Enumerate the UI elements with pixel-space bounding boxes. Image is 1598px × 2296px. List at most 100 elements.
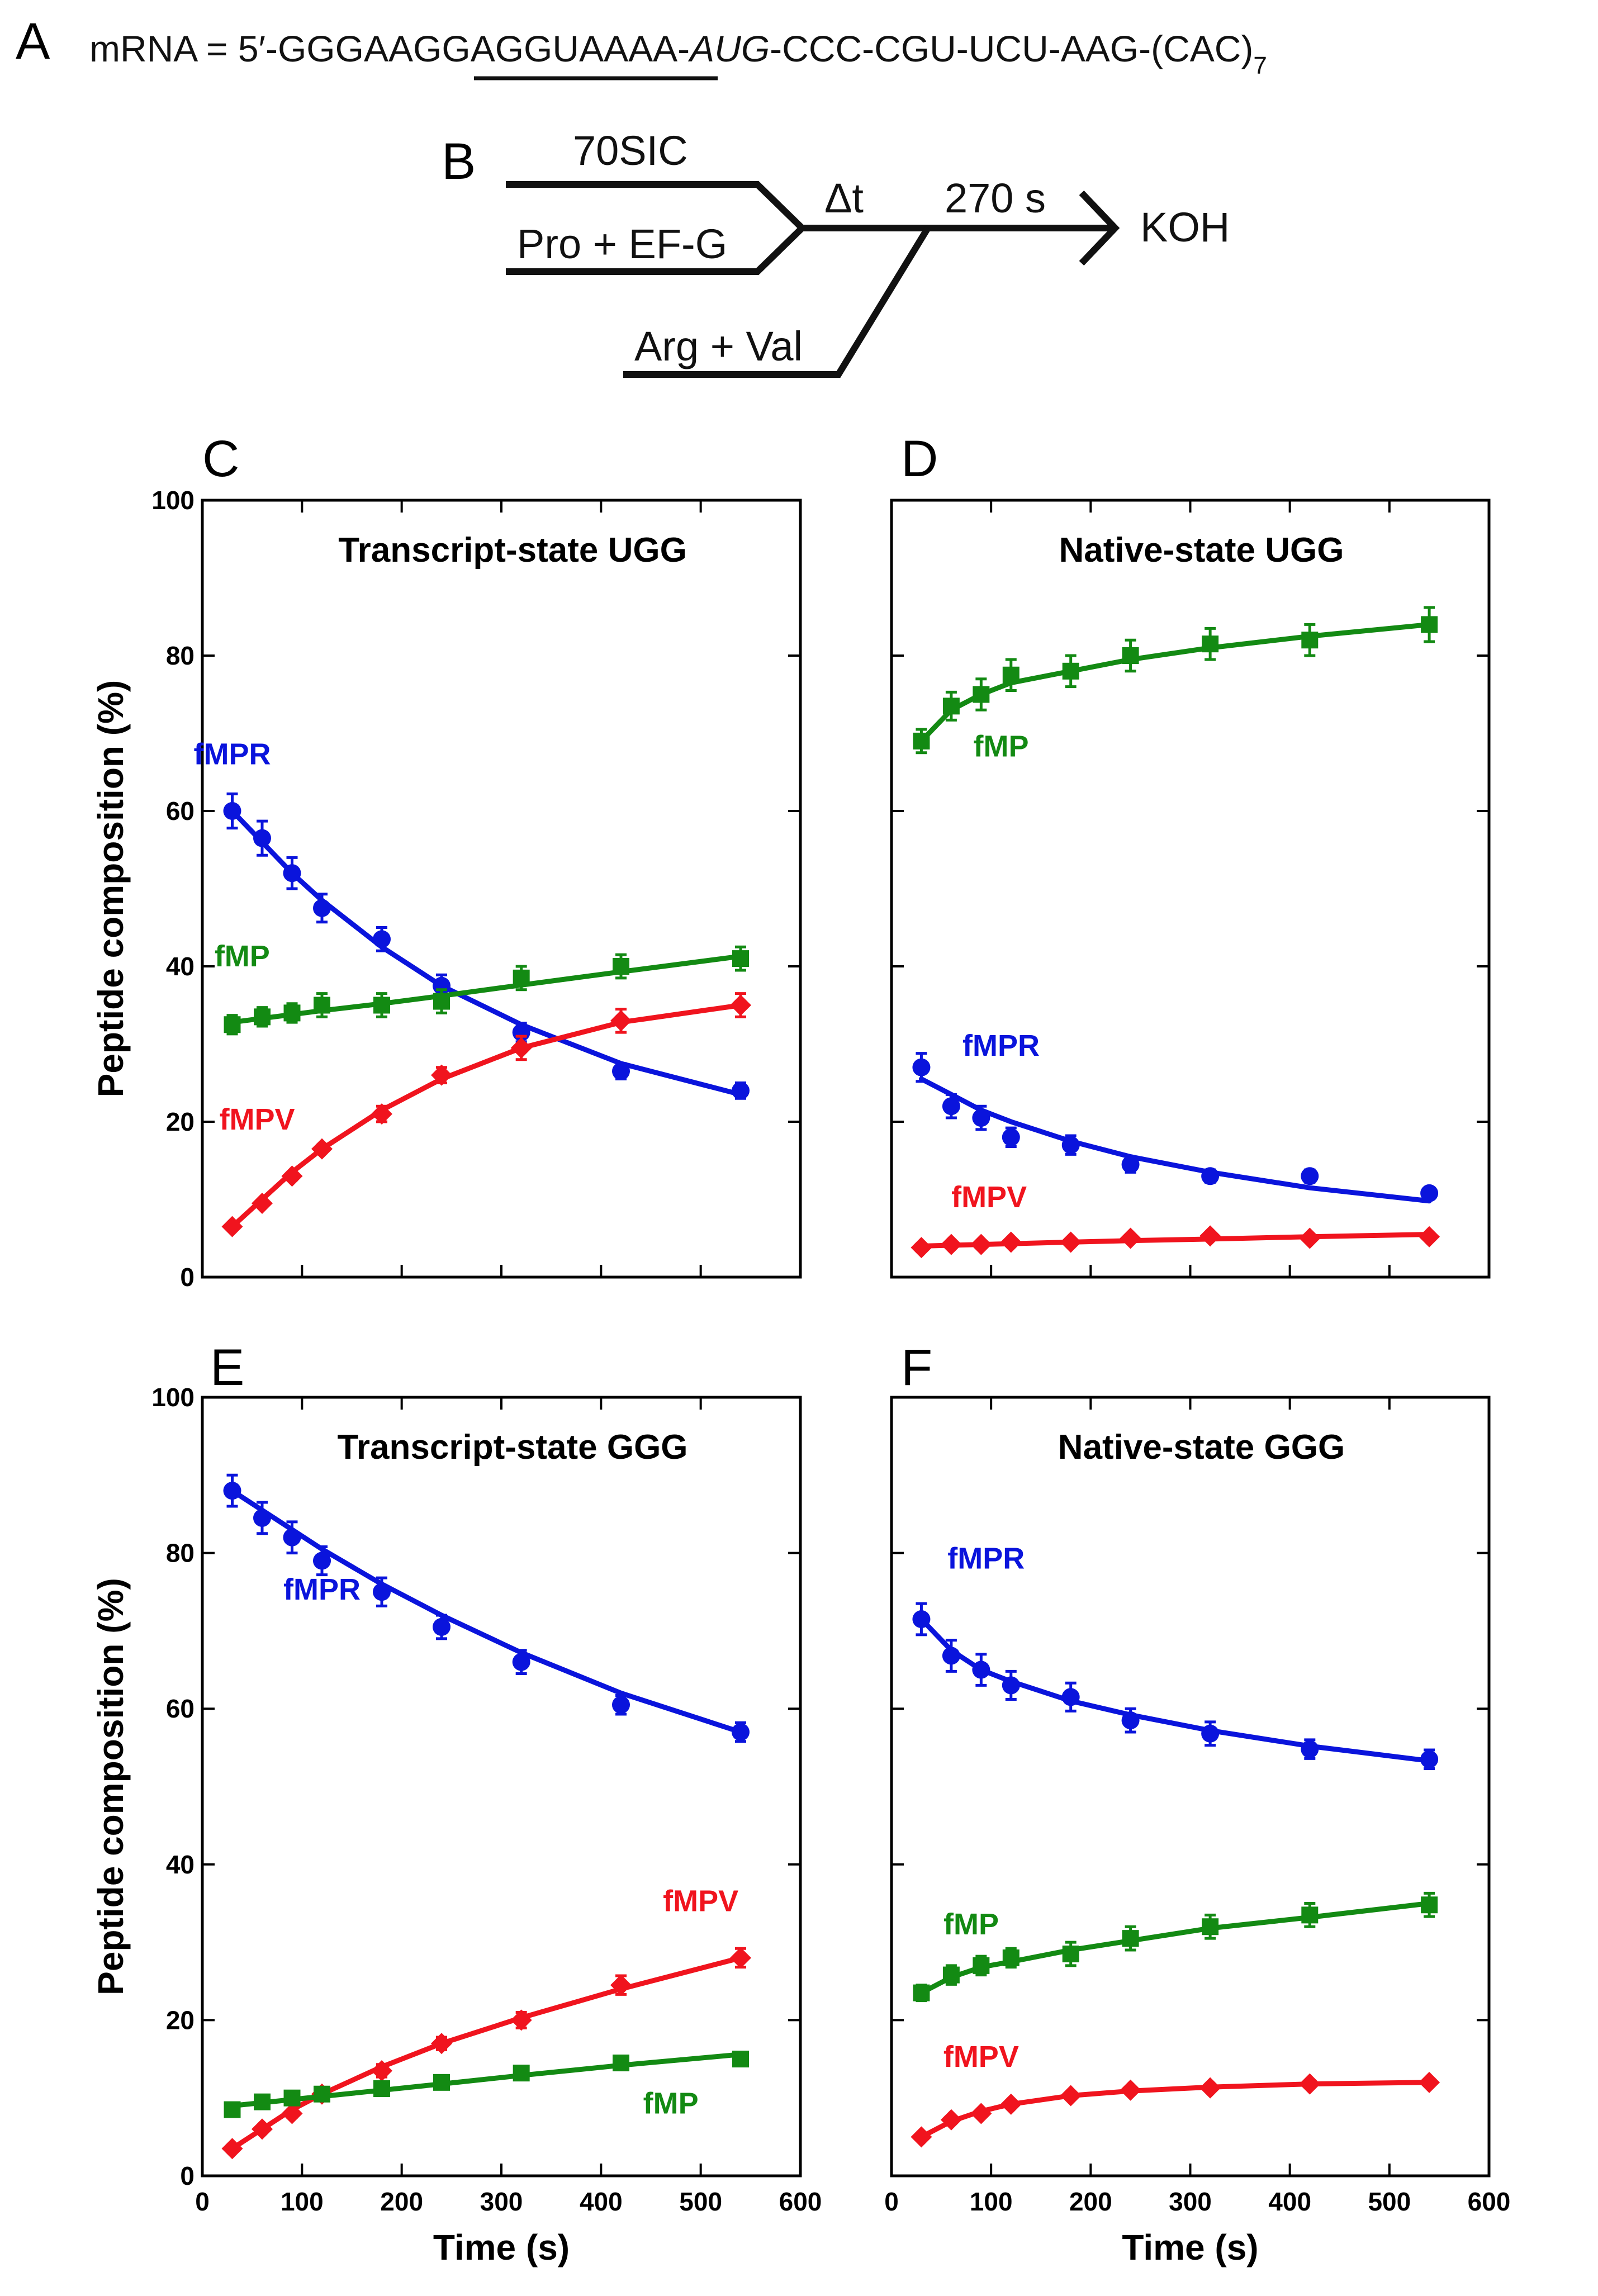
label-270s: 270 s <box>945 175 1046 221</box>
mrna-codons: -CCC-CGU-UCU-AAG-(CAC) <box>770 28 1253 69</box>
data-point-fmpv <box>1419 1226 1440 1247</box>
data-point-fmpv <box>730 1947 751 1968</box>
x-tick-label: 200 <box>1069 2187 1112 2216</box>
x-axis-title: Time (s) <box>433 2227 570 2267</box>
data-point-fmpr <box>1061 1136 1080 1154</box>
series-fmp <box>913 606 1438 755</box>
data-point-fmpv <box>1000 2093 1022 2115</box>
data-point-fmpr <box>313 899 331 917</box>
mrna-subscript: 7 <box>1253 52 1267 79</box>
data-point-fmpr <box>253 829 271 847</box>
mrna-shine-dalgarno: AGGAGGU <box>388 28 579 69</box>
y-tick-label: 20 <box>166 1107 195 1136</box>
data-point-fmp <box>1301 1906 1319 1924</box>
data-point-fmp <box>314 2085 330 2103</box>
data-point-fmpr <box>942 1097 960 1116</box>
line-70sic <box>506 181 805 231</box>
panel-letter-f: F <box>901 1339 932 1396</box>
series-label-fmpr: fMPR <box>283 1573 361 1606</box>
data-point-fmp <box>1421 616 1438 633</box>
series-fmpv <box>221 992 751 1237</box>
line-arg-val <box>623 226 931 378</box>
series-label-fmp: fMP <box>215 940 270 973</box>
y-tick-label: 20 <box>166 2005 195 2034</box>
data-point-fmp <box>1002 1949 1020 1966</box>
x-tick-label: 300 <box>1169 2187 1212 2216</box>
data-point-fmp <box>224 2101 241 2118</box>
data-point-fmpv <box>1120 1227 1141 1249</box>
x-tick-label: 100 <box>281 2187 324 2216</box>
chart-transcript-state-ggg: 0 20 40 60 80 100 0 100 200 300 400 500 600 Time (s) P… <box>91 1383 822 2267</box>
y-tick-label: 0 <box>180 1263 195 1292</box>
x-tick-label: 500 <box>679 2187 722 2216</box>
x-tick-label: 400 <box>1268 2187 1311 2216</box>
data-point-fmpr <box>972 1109 990 1127</box>
data-point-fmpr <box>223 1482 241 1500</box>
data-point-fmpr <box>1201 1167 1220 1185</box>
series-fmpv <box>911 1225 1440 1259</box>
x-tick-label: 600 <box>779 2187 822 2216</box>
data-point-fmpr <box>1002 1128 1020 1146</box>
series-fmpv <box>221 1947 751 2160</box>
data-point-fmpr <box>612 1696 630 1714</box>
data-point-fmp <box>942 1966 960 1984</box>
data-point-fmpv <box>311 1138 333 1160</box>
x-tick-label: 400 <box>580 2187 623 2216</box>
data-point-fmpr <box>313 1552 331 1570</box>
data-point-fmpv <box>940 2109 962 2131</box>
series-fmpr <box>223 792 750 1100</box>
y-tick-label: 40 <box>166 1850 195 1879</box>
data-point-fmp <box>1002 666 1020 684</box>
data-point-fmpr <box>1301 1167 1319 1185</box>
data-point-fmpv <box>1299 1227 1321 1249</box>
data-point-fmp <box>1202 635 1219 653</box>
x-tick-label: 300 <box>480 2187 523 2216</box>
data-point-fmpr <box>373 930 391 948</box>
data-point-fmp <box>913 1984 930 2001</box>
label-70sic: 70SIC <box>573 127 688 174</box>
data-point-fmpv <box>610 1010 632 1032</box>
data-point-fmpv <box>281 1165 303 1187</box>
data-point-fmpr <box>912 1610 931 1629</box>
y-tick-label: 40 <box>166 952 195 981</box>
chart-transcript-state-ugg: 0 20 40 60 80 100 Peptide composition (%) Trans… <box>91 486 802 1292</box>
series-fmpr <box>912 1052 1439 1204</box>
panel-letter-a: A <box>16 13 50 70</box>
data-point-fmp <box>373 997 390 1014</box>
y-axis-title: Peptide composition (%) <box>91 1578 131 1995</box>
series-fmp <box>224 2051 749 2118</box>
data-point-fmp <box>433 2074 450 2091</box>
data-point-fmp <box>513 969 530 986</box>
fit-curve-fmpr <box>230 808 743 1097</box>
data-point-fmpr <box>1420 1184 1439 1202</box>
data-point-fmpv <box>510 2009 532 2031</box>
data-point-fmp <box>1122 1930 1139 1947</box>
fit-curve-fmpv <box>919 2080 1432 2140</box>
series-fmpr <box>223 1473 750 1743</box>
data-point-fmpr <box>912 1058 931 1076</box>
chart-title: Transcript-state GGG <box>337 1428 687 1467</box>
data-point-fmpv <box>911 1237 932 1259</box>
data-point-fmpr <box>283 864 301 883</box>
data-point-fmp <box>513 2065 530 2082</box>
data-point-fmpr <box>1002 1676 1020 1695</box>
data-point-fmpv <box>371 1103 392 1125</box>
data-point-fmp <box>732 2051 749 2068</box>
data-point-fmp <box>942 698 960 715</box>
series-label-fmpv: fMPV <box>663 1884 738 1918</box>
x-tick-label: 0 <box>884 2187 899 2216</box>
x-tick-label: 600 <box>1468 2187 1511 2216</box>
x-tick-label: 100 <box>970 2187 1013 2216</box>
series-label-fmpr: fMPR <box>194 738 271 771</box>
data-point-fmp <box>283 1004 301 1022</box>
data-point-fmp <box>732 950 749 967</box>
label-delta-t: Δt <box>824 175 864 221</box>
chart-title: Native-state UGG <box>1059 531 1344 570</box>
fit-curve-fmp <box>919 622 1432 744</box>
data-point-fmpv <box>940 1234 962 1255</box>
fit-curve-fmpr <box>919 1616 1432 1763</box>
data-point-fmpr <box>942 1647 960 1665</box>
series-fmpv <box>911 2071 1440 2148</box>
data-point-fmpv <box>1060 1231 1082 1253</box>
fit-curve-fmp <box>230 953 743 1025</box>
